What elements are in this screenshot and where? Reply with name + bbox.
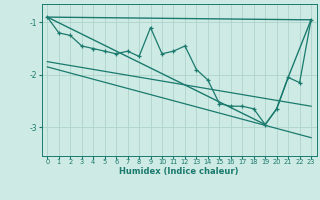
X-axis label: Humidex (Indice chaleur): Humidex (Indice chaleur) — [119, 167, 239, 176]
